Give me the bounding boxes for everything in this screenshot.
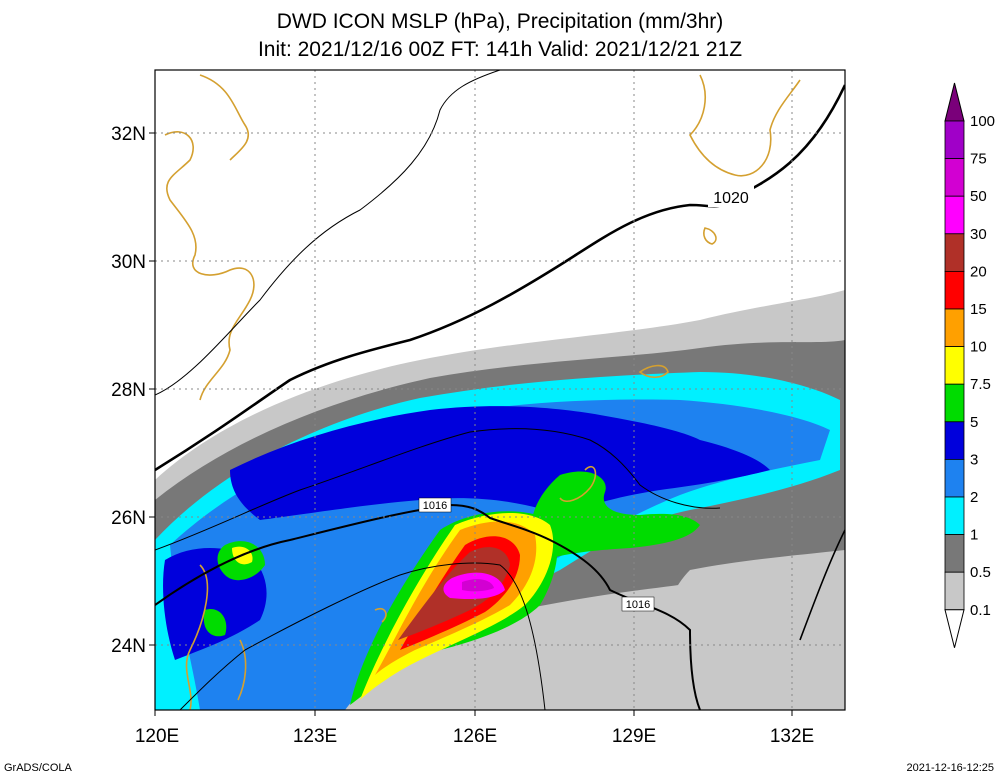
precipitation-field	[155, 290, 845, 710]
colorbar-segment	[944, 195, 965, 235]
lon-label-123e: 123E	[293, 726, 337, 747]
lon-label-120e: 120E	[135, 726, 179, 747]
colorbar-segment	[944, 270, 965, 310]
colorbar-label: 0.1	[970, 602, 991, 619]
lon-label-126e: 126E	[453, 726, 497, 747]
colorbar-label: 100	[970, 113, 995, 130]
grid-lines	[155, 70, 845, 710]
colorbar-label: 2	[970, 489, 978, 506]
colorbar-label: 75	[970, 151, 987, 168]
footer-right: 2021-12-16-12:25	[906, 762, 994, 774]
lat-label-30n: 30N	[111, 252, 146, 273]
title-line-2: Init: 2021/12/16 00Z FT: 141h Valid: 202…	[257, 38, 743, 61]
title-line-1: DWD ICON MSLP (hPa), Precipitation (mm/3…	[276, 10, 724, 33]
colorbar-segment	[944, 421, 965, 460]
colorbar-label: 1	[970, 527, 978, 544]
colorbar-segment	[944, 158, 965, 197]
lon-label-129e: 129E	[612, 726, 656, 747]
colorbar-label: 15	[970, 301, 987, 318]
colorbar-label: 3	[970, 451, 978, 468]
colorbar-label: 20	[970, 263, 987, 280]
colorbar-segment	[944, 233, 965, 272]
colorbar-segment	[944, 120, 965, 159]
colorbar: 100 75 50 30 20 15 10 7.5 5 3 2 1 0.5 0.1	[944, 82, 995, 648]
colorbar-segment	[944, 571, 965, 611]
colorbar-segment	[944, 534, 965, 573]
colorbar-label: 30	[970, 226, 987, 243]
lat-label-28n: 28N	[111, 380, 146, 401]
footer-left: GrADS/COLA	[4, 762, 72, 774]
colorbar-segment	[944, 458, 965, 498]
colorbar-segment	[944, 383, 965, 423]
lat-labels: 32N 30N 28N 26N 24N	[111, 124, 146, 657]
colorbar-segment	[944, 346, 965, 385]
coastlines	[164, 74, 801, 710]
colorbar-label: 0.5	[970, 564, 991, 581]
colorbar-bottom-arrow	[944, 609, 965, 648]
colorbar-label: 50	[970, 188, 987, 205]
colorbar-segment	[944, 496, 965, 535]
lat-label-26n: 26N	[111, 508, 146, 529]
isobar-label-1020: 1020	[713, 190, 749, 207]
colorbar-segment	[944, 308, 965, 347]
isobar-label-1016-b: 1016	[626, 599, 650, 611]
lat-label-24n: 24N	[111, 636, 146, 657]
map-frame	[154, 69, 846, 711]
isobar-label-1016-a: 1016	[423, 500, 447, 512]
lon-label-132e: 132E	[770, 726, 814, 747]
isobar-labels: 1020 1016 1016	[418, 185, 754, 612]
colorbar-label: 7.5	[970, 376, 991, 393]
colorbar-label: 10	[970, 339, 987, 356]
colorbar-top-arrow	[944, 82, 965, 122]
axis-ticks	[149, 132, 793, 716]
colorbar-label: 5	[970, 414, 978, 431]
lat-label-32n: 32N	[111, 124, 146, 145]
lon-labels: 120E 123E 126E 129E 132E	[135, 726, 814, 747]
